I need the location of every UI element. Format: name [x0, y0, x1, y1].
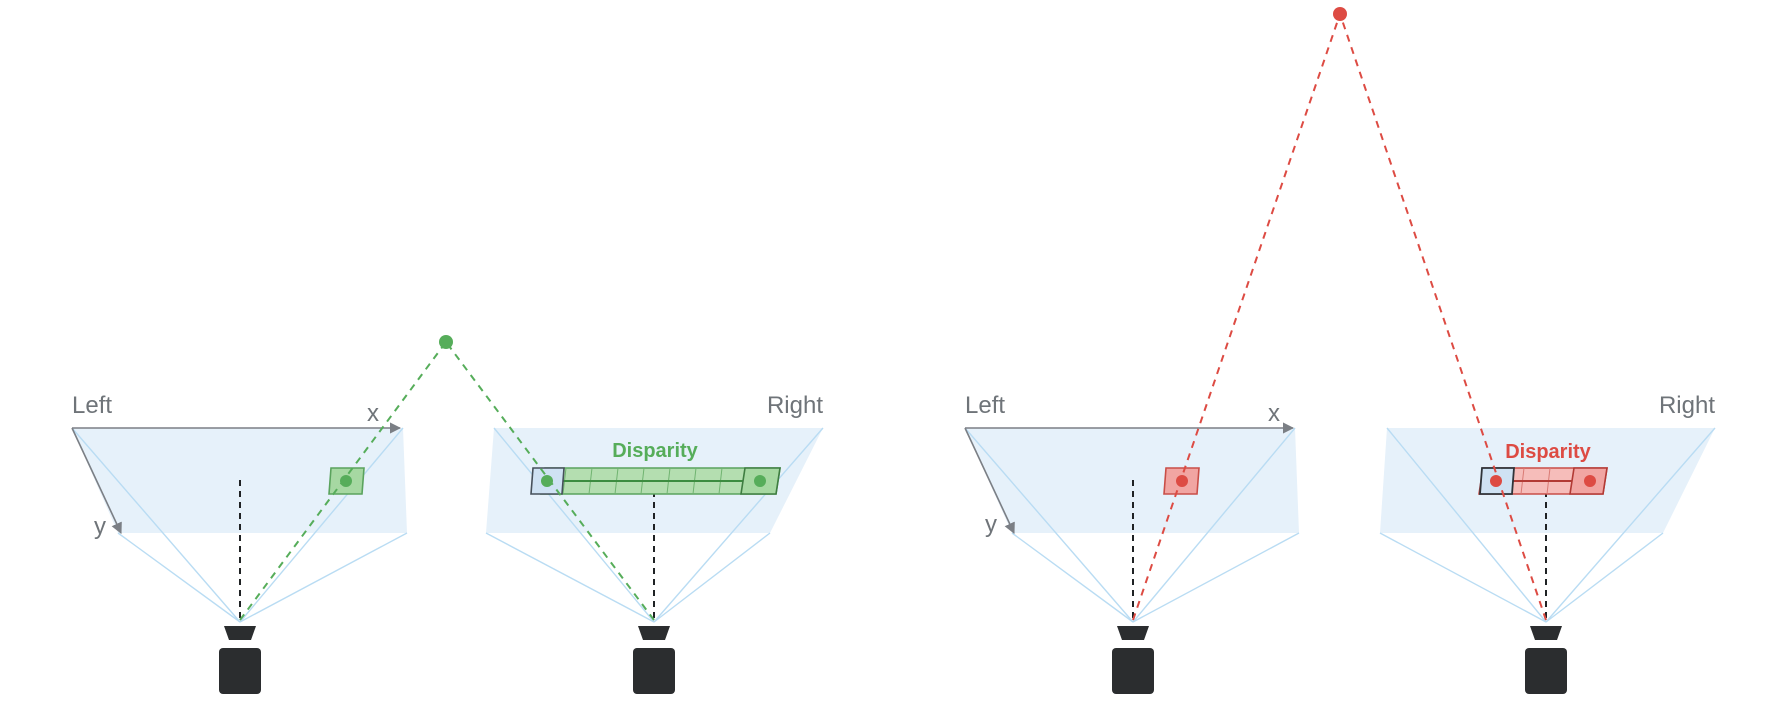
left-camera-view-far: Left x y: [964, 392, 1300, 623]
x-axis-label: x: [367, 400, 379, 427]
frustum-ray: [1545, 532, 1664, 623]
frustum-ray: [493, 427, 655, 623]
ray-right-to-point: [445, 341, 655, 621]
frustum-ray: [1386, 427, 1547, 623]
right-label: Right: [767, 392, 823, 419]
disparity-label: Disparity: [612, 440, 698, 462]
matched-point: [1584, 475, 1596, 487]
frustum-ray: [653, 427, 824, 623]
ray-left-to-point: [239, 341, 447, 621]
ray-left-to-point: [1132, 13, 1341, 621]
frustum-ray: [653, 532, 771, 623]
world-point-near: [439, 335, 453, 349]
reference-point: [1490, 475, 1502, 487]
right-label: Right: [1659, 392, 1715, 419]
left-label: Left: [72, 392, 112, 419]
frustum-ray: [485, 532, 655, 623]
left-camera-icon: [1112, 626, 1154, 694]
y-axis-label: y: [985, 511, 997, 538]
frustum-ray: [1379, 532, 1547, 623]
left-label: Left: [965, 392, 1005, 419]
reference-point: [541, 475, 553, 487]
y-axis: [71, 427, 122, 535]
scene-near: Left x y Right: [71, 335, 824, 694]
frustum-ray: [1132, 532, 1300, 623]
left-camera-view-near: Left x y: [71, 392, 408, 623]
right-camera-view-near: Right Disparity: [485, 392, 824, 623]
ray-right-to-point: [1339, 13, 1547, 621]
frustum-ray: [964, 427, 1134, 623]
y-axis: [964, 427, 1015, 535]
matched-point: [754, 475, 766, 487]
right-camera-view-far: Right Disparity: [1379, 392, 1716, 623]
frustum-ray: [239, 532, 408, 623]
projected-point: [340, 475, 352, 487]
y-axis-label: y: [94, 513, 106, 540]
disparity-label: Disparity: [1505, 441, 1591, 463]
frustum-ray: [117, 532, 241, 623]
frustum-ray: [1132, 427, 1296, 623]
right-camera-icon: [633, 626, 675, 694]
frustum-ray: [239, 427, 404, 623]
scene-far: Left x y Right: [964, 7, 1716, 694]
left-camera-icon: [219, 626, 261, 694]
projected-point: [1176, 475, 1188, 487]
world-point-far: [1333, 7, 1347, 21]
frustum-ray: [1011, 532, 1134, 623]
right-camera-icon: [1525, 626, 1567, 694]
frustum-ray: [71, 427, 241, 623]
x-axis-label: x: [1268, 400, 1280, 427]
frustum-ray: [1545, 427, 1716, 623]
